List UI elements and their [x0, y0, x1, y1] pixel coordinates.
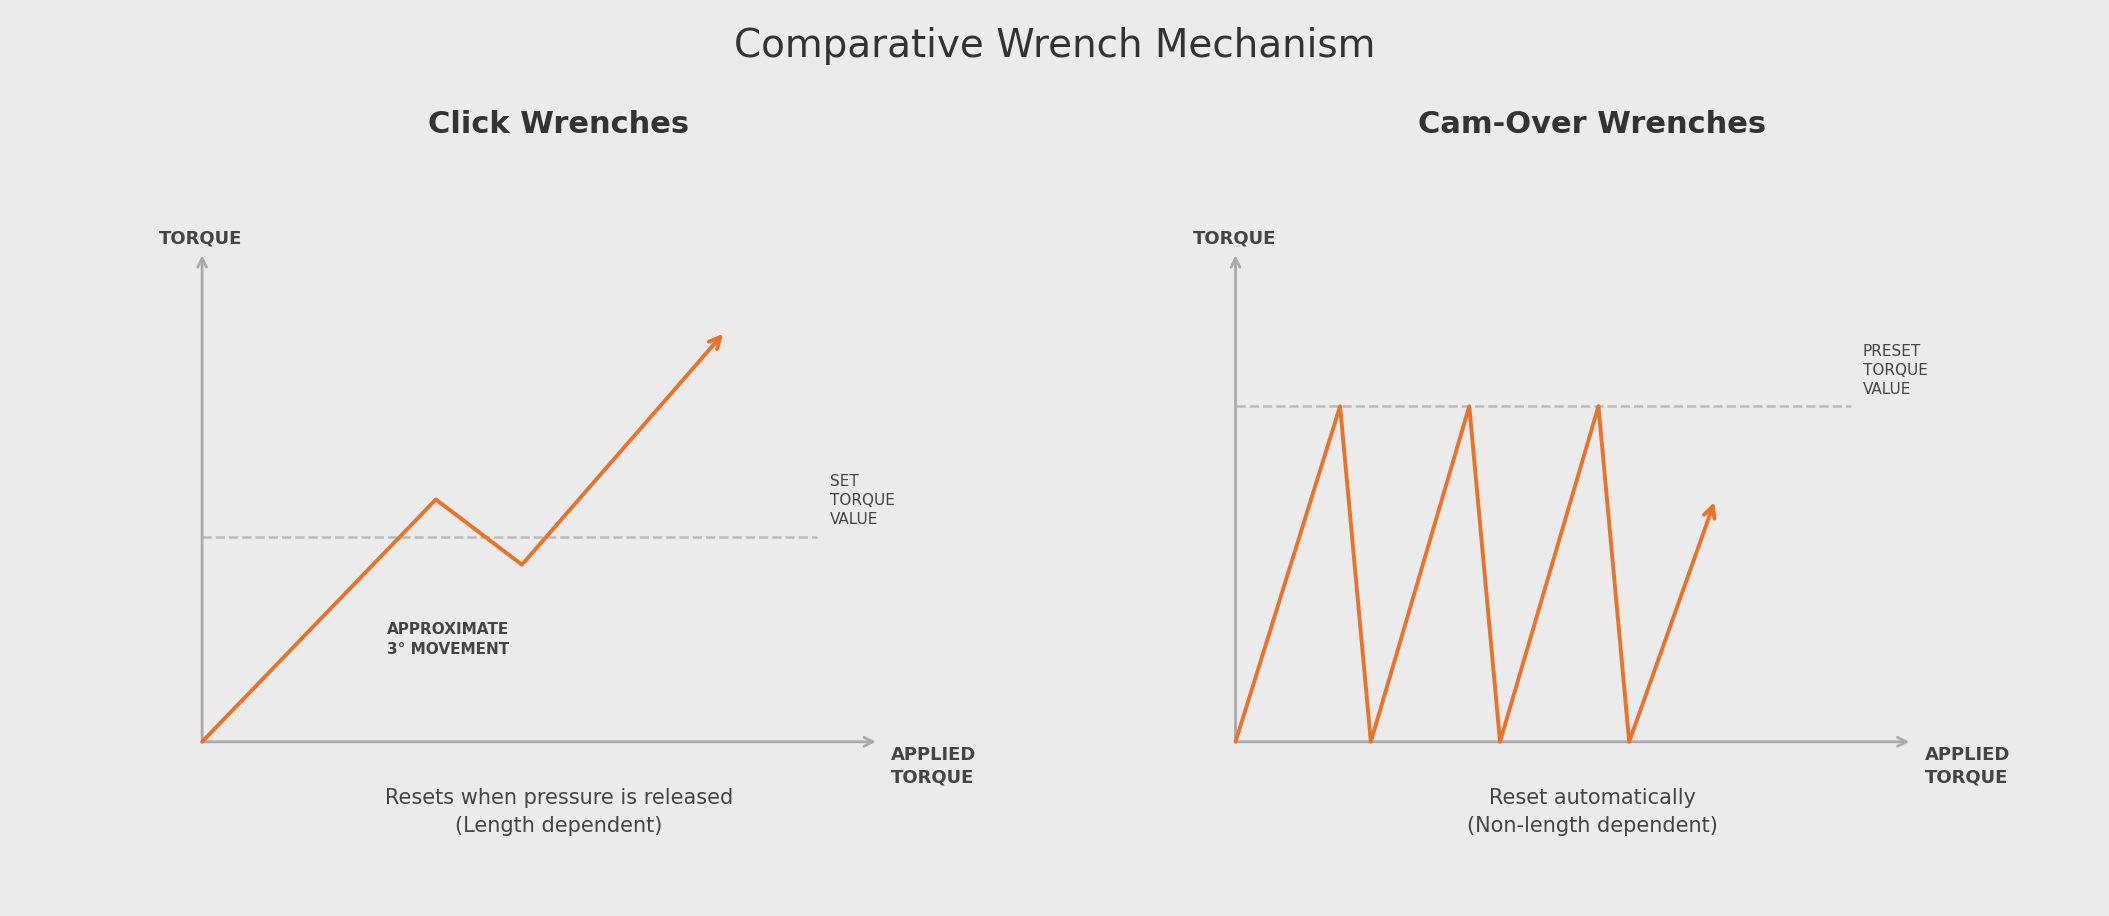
- Text: Resets when pressure is released
(Length dependent): Resets when pressure is released (Length…: [384, 788, 734, 835]
- Text: SET
TORQUE
VALUE: SET TORQUE VALUE: [829, 474, 894, 528]
- Text: Cam-Over Wrenches: Cam-Over Wrenches: [1417, 110, 1767, 139]
- Text: TORQUE: TORQUE: [1192, 229, 1276, 247]
- Text: TORQUE: TORQUE: [158, 229, 243, 247]
- Text: Reset automatically
(Non-length dependent): Reset automatically (Non-length dependen…: [1468, 788, 1717, 835]
- Text: PRESET
TORQUE
VALUE: PRESET TORQUE VALUE: [1862, 344, 1928, 397]
- Text: APPLIED
TORQUE: APPLIED TORQUE: [1926, 747, 2010, 787]
- Text: Click Wrenches: Click Wrenches: [428, 110, 690, 139]
- Text: Comparative Wrench Mechanism: Comparative Wrench Mechanism: [734, 27, 1375, 65]
- Text: APPLIED
TORQUE: APPLIED TORQUE: [890, 747, 976, 787]
- Text: APPROXIMATE
3° MOVEMENT: APPROXIMATE 3° MOVEMENT: [386, 622, 508, 657]
